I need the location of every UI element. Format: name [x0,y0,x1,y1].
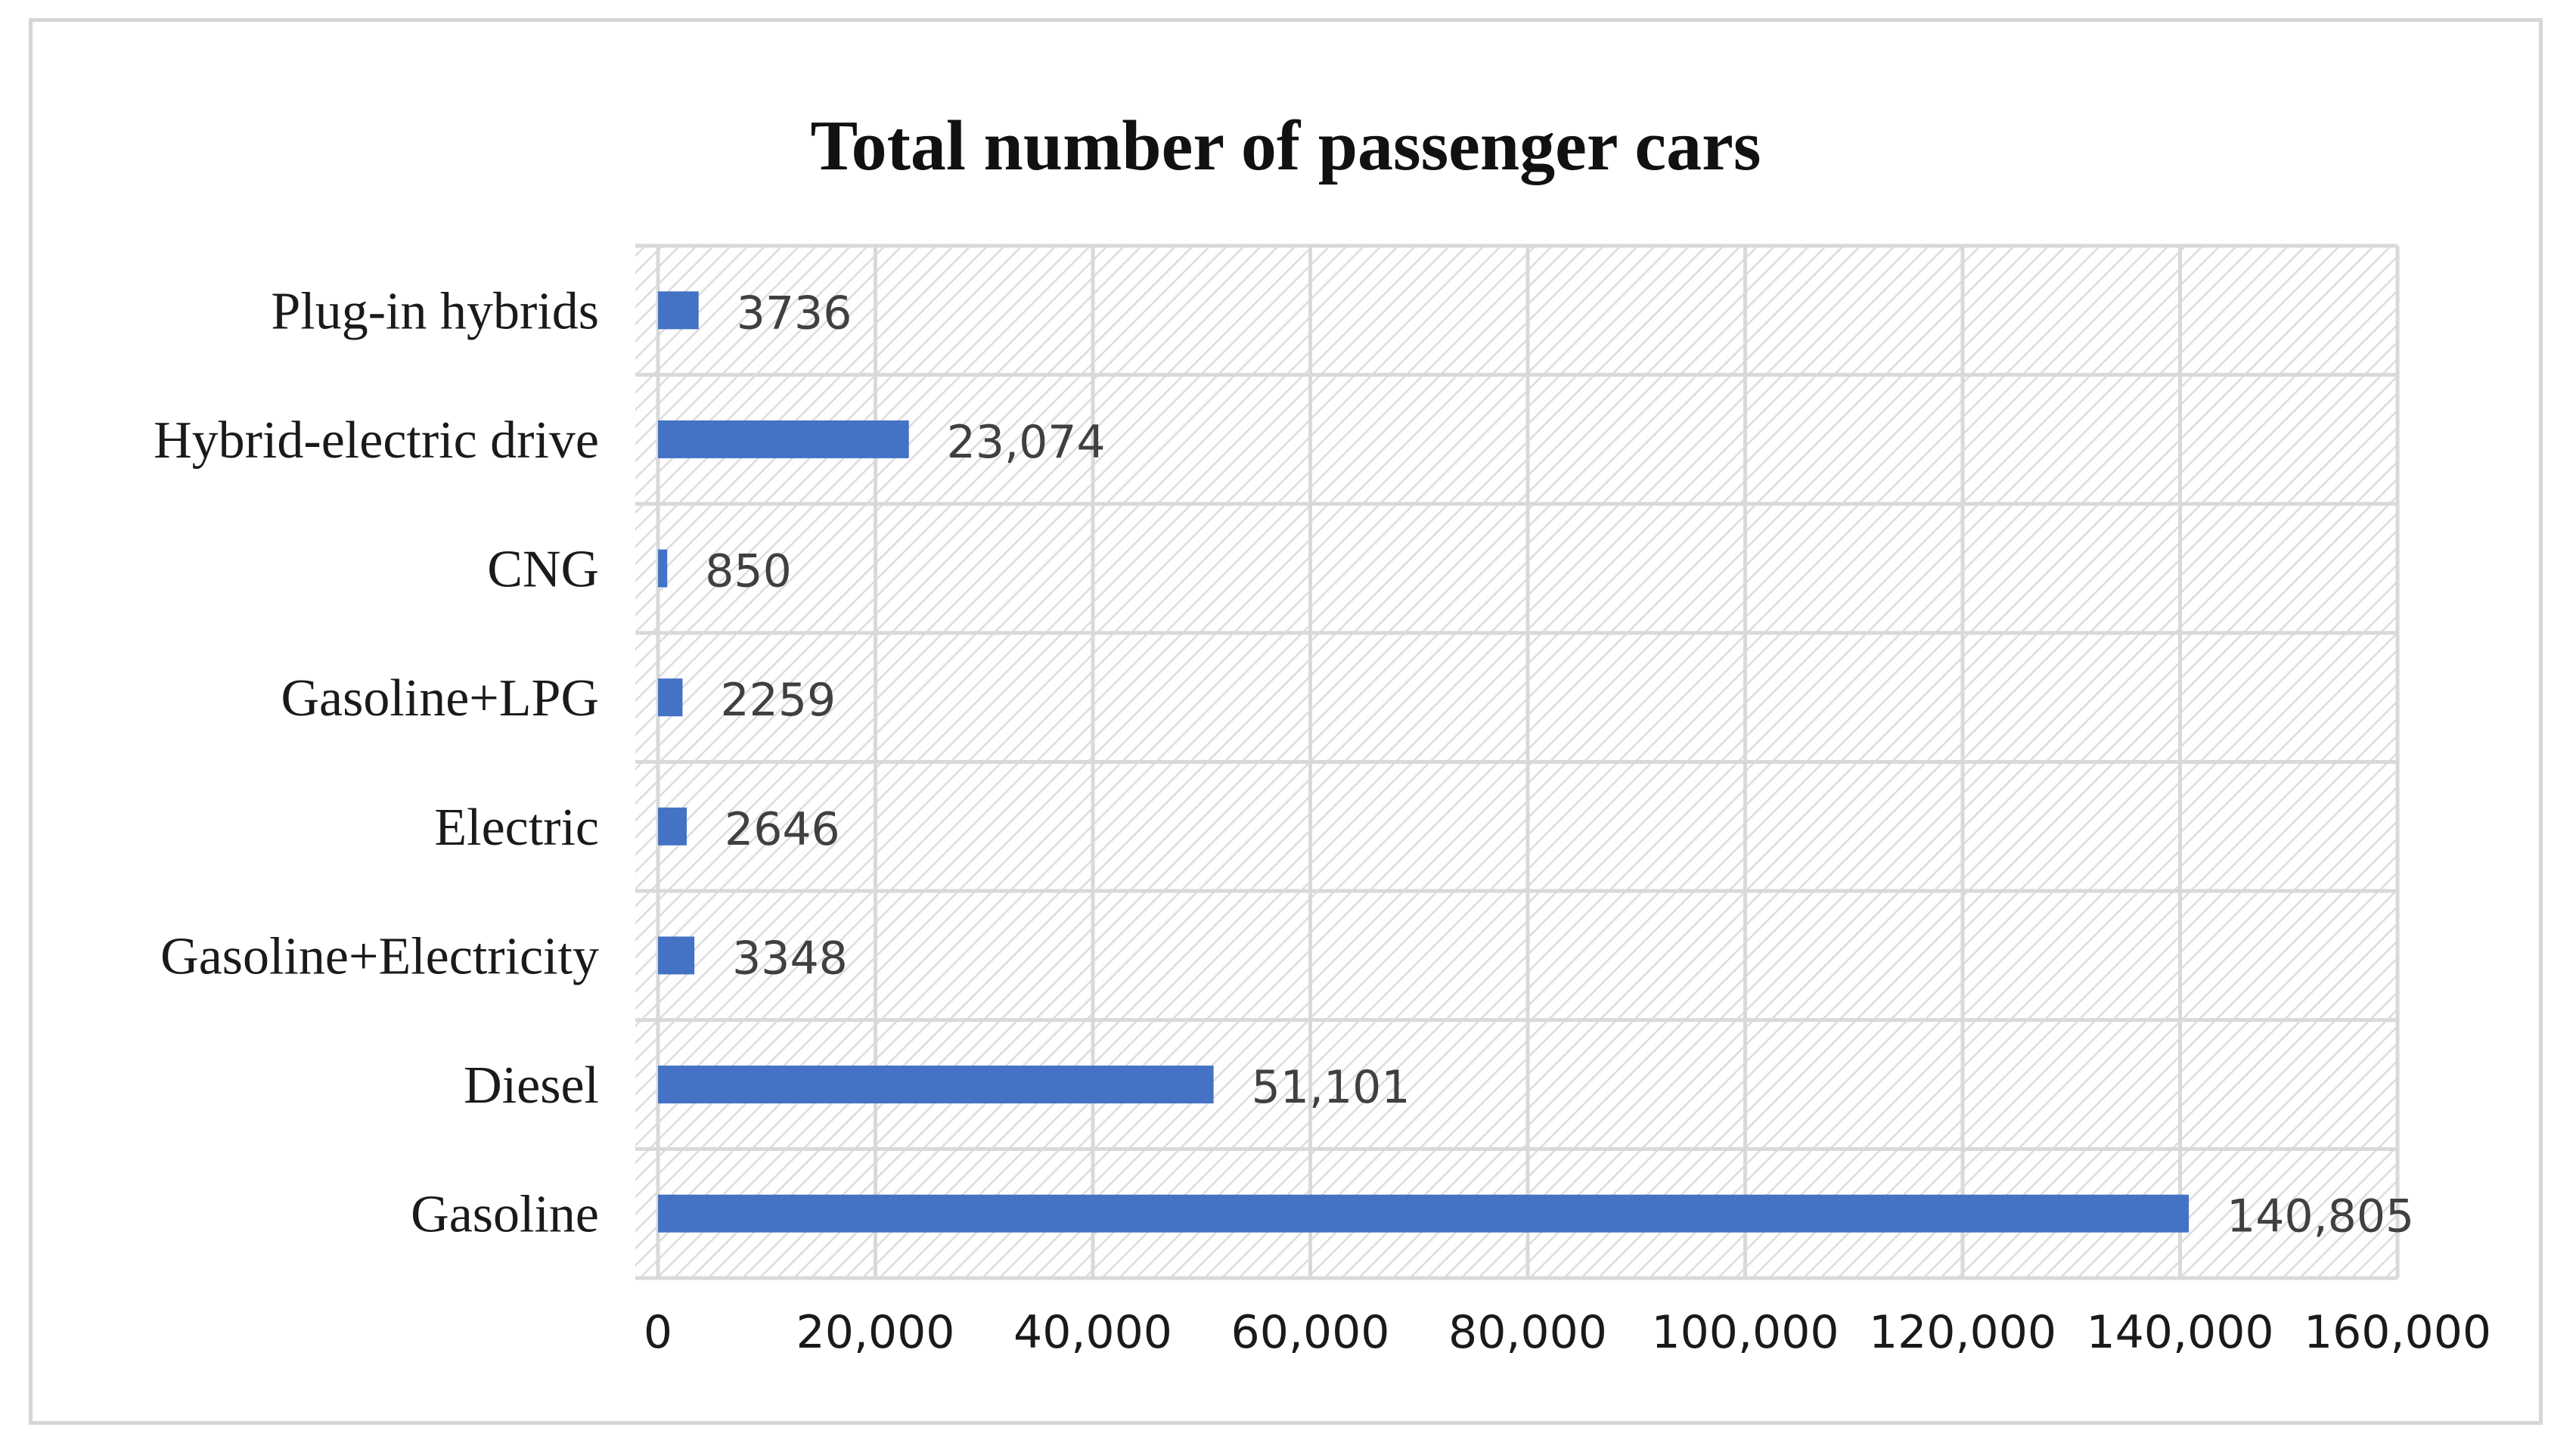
bar [658,1066,1214,1104]
category-label: Diesel [464,1056,599,1115]
gridlines [635,244,2400,1280]
bars [658,291,2190,1233]
category-label: Hybrid-electric drive [154,411,599,470]
bar [658,1194,2190,1233]
data-label: 3348 [732,932,848,985]
bar [658,420,909,458]
x-tick-label: 40,000 [1013,1306,1172,1359]
data-label: 2646 [725,803,840,856]
x-tick-label: 80,000 [1448,1306,1607,1359]
bar [658,291,699,330]
data-label: 140,805 [2227,1190,2414,1243]
x-tick-label: 0 [644,1306,672,1359]
bar [658,678,683,717]
category-label: Gasoline+LPG [281,669,599,728]
data-label: 23,074 [947,416,1106,469]
data-label: 2259 [720,674,836,727]
bar [658,549,668,588]
category-labels: Gasoline Diesel Gasoline+Electricity Electr… [154,282,599,1243]
x-tick-label: 60,000 [1231,1306,1390,1359]
chart-title: Total number of passenger cars [810,107,1761,185]
data-labels: 140,805 51,101 3348 2646 2259 850 23,074 3736 [705,287,2414,1243]
x-axis-tick-labels: 0 20,000 40,000 60,000 80,000 100,000 120,000 1… [644,1306,2491,1359]
category-label: Gasoline+Electricity [160,927,599,985]
category-label: CNG [487,541,599,599]
data-label: 850 [705,545,792,598]
data-label: 51,101 [1252,1061,1411,1114]
x-tick-label: 100,000 [1651,1306,1839,1359]
category-label: Gasoline [411,1186,599,1244]
x-tick-label: 120,000 [1869,1306,2056,1359]
x-tick-label: 20,000 [796,1306,955,1359]
x-tick-label: 140,000 [2086,1306,2273,1359]
bar [658,936,695,975]
bar [658,807,687,845]
x-tick-label: 160,000 [2304,1306,2491,1359]
category-label: Electric [434,799,599,857]
data-label: 3736 [737,287,852,340]
category-label: Plug-in hybrids [271,282,599,340]
